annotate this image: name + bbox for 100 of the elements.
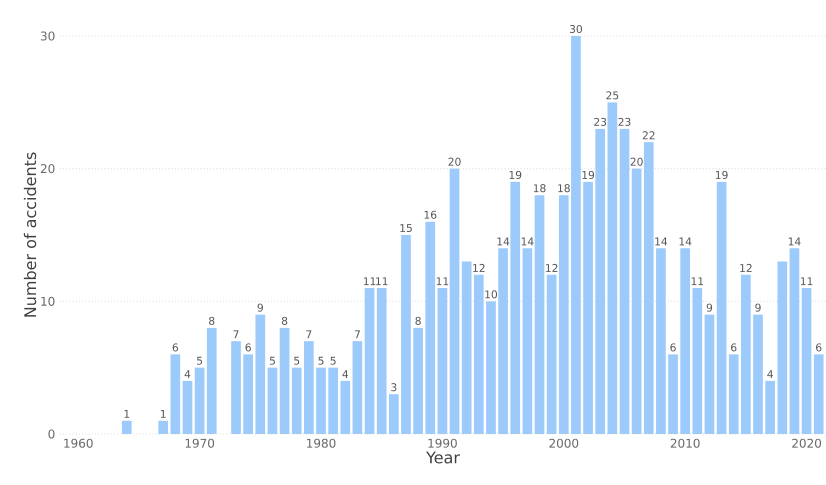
bar	[292, 368, 302, 434]
data-label: 20	[630, 158, 643, 166]
data-label: 7	[354, 330, 360, 338]
bar	[656, 248, 666, 434]
data-label: 12	[473, 264, 485, 272]
data-label: 5	[270, 356, 275, 365]
bar	[741, 274, 751, 434]
data-label: 8	[415, 316, 421, 325]
bar	[558, 195, 569, 434]
bar	[450, 168, 460, 434]
bar	[243, 354, 254, 434]
bar	[510, 182, 520, 434]
bar	[765, 380, 776, 434]
bar	[268, 368, 278, 434]
bar	[728, 354, 739, 434]
data-label: 19	[510, 170, 522, 179]
x-axis-title: Year	[426, 452, 460, 464]
bar	[474, 274, 484, 434]
y-tick-label: 20	[40, 164, 54, 174]
bar	[668, 354, 678, 434]
bar	[790, 248, 800, 434]
data-label: 20	[448, 158, 461, 166]
data-label: 1	[124, 410, 130, 418]
x-tick-label: 1980	[307, 438, 336, 448]
data-label: 16	[424, 210, 436, 219]
bar	[462, 262, 472, 434]
bar	[231, 341, 241, 434]
data-label: 11	[376, 277, 388, 286]
data-label: 18	[534, 184, 546, 192]
bar	[425, 222, 436, 434]
data-label: 7	[306, 330, 312, 338]
data-label: 6	[670, 343, 676, 352]
data-label: 5	[197, 356, 202, 365]
bar	[522, 248, 532, 434]
bar	[534, 195, 544, 434]
data-label: 18	[558, 184, 570, 192]
data-label: 14	[788, 238, 801, 246]
data-label: 7	[234, 330, 239, 338]
data-label: 9	[755, 304, 761, 312]
data-label: 11	[692, 277, 704, 286]
data-label: 3	[391, 383, 396, 392]
bar	[122, 420, 132, 434]
bar	[182, 380, 192, 434]
data-label: 12	[740, 264, 752, 272]
data-label: 11	[436, 277, 448, 286]
bar	[328, 368, 338, 434]
bar	[206, 328, 217, 434]
bar	[680, 248, 690, 434]
bar	[280, 328, 290, 434]
data-label: 6	[172, 343, 178, 352]
bar	[170, 354, 180, 434]
data-label: 6	[246, 343, 251, 352]
bar	[401, 234, 411, 434]
y-tick-label: 0	[48, 429, 54, 439]
bar	[376, 288, 387, 434]
x-tick-label: 2020	[792, 438, 822, 448]
data-label: 22	[642, 131, 654, 140]
bar	[692, 288, 702, 434]
bar	[583, 182, 593, 434]
bar	[340, 380, 350, 434]
data-label: 5	[330, 356, 336, 365]
bar	[632, 168, 642, 434]
data-label: 19	[582, 170, 594, 179]
bar	[498, 248, 508, 434]
data-label: 8	[209, 316, 214, 325]
bar	[304, 341, 314, 434]
data-label: 14	[522, 238, 534, 246]
data-label: 11	[800, 277, 812, 286]
y-tick-label: 10	[41, 296, 54, 306]
data-label: 9	[706, 304, 712, 312]
data-label: 10	[485, 290, 498, 298]
x-tick-label: 1970	[186, 438, 214, 448]
data-label: 6	[731, 343, 736, 352]
bar	[704, 314, 714, 434]
data-label: 5	[318, 356, 324, 365]
data-label: 4	[767, 370, 773, 378]
data-label: 25	[606, 91, 618, 100]
bar	[546, 274, 557, 434]
data-label: 6	[816, 343, 822, 352]
bar	[607, 102, 618, 434]
bar	[571, 36, 581, 434]
x-tick-label: 1990	[428, 438, 457, 448]
data-label: 14	[680, 238, 692, 246]
bar	[352, 341, 362, 434]
bar	[316, 368, 326, 434]
bar	[814, 354, 824, 434]
bar	[777, 262, 788, 434]
data-label: 5	[294, 356, 300, 365]
x-tick-label: 2000	[549, 438, 578, 448]
data-label: 11	[364, 277, 376, 286]
bar	[753, 314, 763, 434]
data-label: 30	[570, 24, 582, 34]
bar	[716, 182, 726, 434]
data-label: 1	[160, 410, 166, 418]
bar	[388, 394, 399, 434]
bar	[802, 288, 812, 434]
bar	[486, 301, 496, 434]
data-label: 14	[655, 238, 668, 246]
data-label: 4	[184, 370, 190, 378]
data-label: 12	[546, 264, 558, 272]
